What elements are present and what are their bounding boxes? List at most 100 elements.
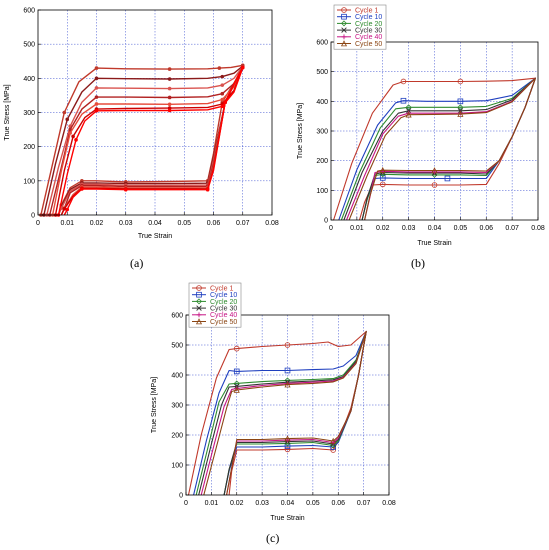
legend-marker [196, 298, 202, 305]
y-tick-label: 200 [171, 433, 183, 440]
data-point-b-1 [400, 78, 407, 85]
data-point-c-6 [330, 437, 337, 444]
x-axis-title: True Strain [138, 233, 172, 240]
legend-label: Cycle 20 [210, 299, 237, 306]
series-line-b-6 [348, 77, 536, 221]
data-point-c-3 [330, 442, 337, 449]
y-tick-label: 600 [316, 40, 328, 47]
x-tick-label: 0.07 [357, 500, 371, 507]
data-point-b-2 [457, 98, 464, 105]
data-point-c-2 [284, 367, 291, 374]
x-tick-label: 0.06 [479, 225, 493, 232]
data-point-c-1 [233, 345, 240, 352]
y-tick-label: 0 [324, 218, 328, 225]
data-point-a-2 [94, 76, 99, 81]
legend-marker [196, 305, 202, 311]
x-tick-label: 0.05 [454, 225, 468, 232]
data-point-a-5 [167, 102, 172, 107]
data-point-a-7 [223, 100, 227, 105]
data-point-b-1 [457, 78, 464, 85]
y-tick-label: 0 [179, 493, 183, 500]
data-point-a-2 [220, 74, 225, 79]
legend-marker [341, 7, 347, 13]
data-point-c-6 [284, 381, 291, 388]
y-tick-label: 600 [171, 313, 183, 320]
y-tick-label: 100 [316, 188, 328, 195]
x-axis-title: True Strain [270, 515, 304, 522]
data-point-a-5 [94, 102, 99, 106]
x-axis-title: True Strain [417, 240, 451, 247]
panel-a: 0 0.01 0.02 0.03 0.04 0.05 0.06 0.07 0.08 0 100 200… [4, 8, 279, 241]
y-tick-label: 500 [23, 42, 35, 49]
y-axis-title: True Stress [MPa] [297, 103, 304, 159]
x-tick-label: 0 [184, 500, 188, 507]
x-tick-label: 0.04 [281, 500, 295, 507]
data-point-b-1 [431, 182, 438, 188]
x-tick-label: 0.05 [177, 220, 191, 227]
data-point-b-6 [431, 167, 438, 174]
y-tick-label: 600 [23, 8, 35, 15]
x-tick-label: 0.02 [90, 220, 104, 227]
data-point-a-7 [123, 187, 128, 192]
data-point-c-6 [233, 386, 240, 393]
data-point-b-2 [444, 175, 451, 182]
data-point-a-7 [167, 108, 172, 113]
data-point-a-3 [94, 86, 99, 90]
legend-label: Cycle 40 [355, 34, 382, 41]
x-tick-label: 0.05 [306, 500, 320, 507]
legend-label: Cycle 10 [355, 14, 382, 21]
panel-b: 0 0.01 0.02 0.03 0.04 0.05 0.06 0.07 0.08 0 100 200… [297, 4, 545, 247]
data-point-a-7 [205, 187, 210, 192]
y-axis-title: True Stress [MPa] [151, 377, 158, 433]
x-tick-label: 0.08 [382, 500, 396, 507]
data-point-a-1 [62, 110, 67, 115]
data-point-a-2 [65, 117, 70, 122]
y-tick-label: 100 [23, 178, 35, 185]
x-tick-label: 0.03 [119, 220, 133, 227]
series-line-c-3 [195, 330, 367, 496]
x-tick-label: 0.04 [148, 220, 162, 227]
y-tick-label: 300 [171, 403, 183, 410]
data-point-a-7 [74, 138, 78, 142]
y-tick-label: 300 [316, 129, 328, 136]
data-point-a-1 [217, 66, 222, 70]
y-tick-label: 400 [316, 99, 328, 106]
legend-label: Cycle 40 [210, 312, 237, 319]
panel-label-a: (a) [130, 256, 144, 270]
y-tick-label: 500 [316, 69, 328, 76]
legend-marker [341, 34, 347, 40]
x-tick-label: 0.07 [236, 220, 250, 227]
legend-box [188, 282, 242, 328]
x-tick-label: 0.06 [331, 500, 345, 507]
data-point-c-6 [284, 435, 291, 442]
data-point-c-1 [284, 446, 291, 453]
data-point-a-6 [71, 134, 75, 139]
y-tick-label: 400 [23, 76, 35, 83]
legend-label: Cycle 50 [210, 319, 237, 326]
y-tick-label: 200 [316, 158, 328, 165]
y-tick-label: 200 [23, 144, 35, 151]
x-tick-label: 0.02 [230, 500, 244, 507]
legend-marker [341, 20, 347, 27]
legend-label: Cycle 10 [210, 292, 237, 299]
y-tick-label: 0 [31, 213, 35, 220]
y-tick-label: 500 [171, 343, 183, 350]
panel-c: 0 0.01 0.02 0.03 0.04 0.05 0.06 0.07 0.08 0 100 200… [151, 282, 396, 522]
legend-marker [196, 312, 202, 318]
series-line-c-1 [187, 330, 367, 496]
legend-label: Cycle 30 [210, 306, 237, 313]
panel-label-c: (c) [266, 531, 280, 545]
legend-label: Cycle 30 [355, 28, 382, 35]
data-point-a-4 [94, 95, 99, 99]
series-line-a-5 [51, 66, 244, 216]
x-tick-label: 0.01 [350, 225, 364, 232]
data-point-a-1 [94, 66, 99, 70]
data-point-a-7 [220, 104, 225, 109]
data-point-b-6 [457, 110, 464, 117]
series-line-c-6 [203, 330, 367, 496]
x-tick-label: 0.08 [531, 225, 545, 232]
x-tick-label: 0.08 [265, 220, 279, 227]
legend-label: Cycle 1 [210, 285, 233, 292]
